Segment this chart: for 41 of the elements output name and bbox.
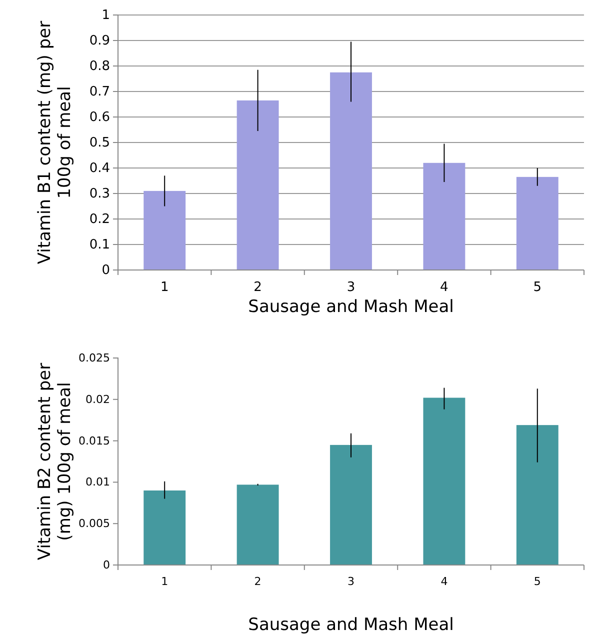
y-tick-label: 0.8: [89, 59, 110, 74]
x-tick-label: 5: [534, 574, 541, 588]
bar: [330, 444, 372, 565]
y-axis-title: Vitamin B2 content per (mg) 100g of meal: [34, 362, 76, 560]
bar: [516, 425, 558, 565]
y-tick-label: 0.025: [78, 352, 110, 365]
x-tick-label: 2: [254, 574, 262, 588]
x-tick-label: 1: [160, 280, 169, 296]
y-tick-label: 1: [102, 8, 110, 24]
bar: [423, 398, 466, 565]
x-axis-title: Sausage and Mash Meal: [248, 297, 454, 317]
bar: [516, 176, 558, 270]
y-tick-label: 0.005: [78, 517, 110, 530]
bar: [144, 190, 186, 270]
y-tick-label: 0: [102, 263, 110, 278]
y-tick-label: 0.7: [89, 84, 110, 100]
bar: [236, 484, 279, 565]
y-tick-label: 0.2: [89, 212, 110, 228]
bar: [144, 490, 186, 565]
y-tick-label: 0: [103, 558, 110, 572]
y-tick-label: 0.1: [89, 238, 110, 253]
x-tick-label: 4: [440, 280, 448, 296]
y-tick-label: 0.4: [89, 161, 110, 176]
y-axis-title: Vitamin B1 content (mg) per 100g of meal: [34, 20, 76, 264]
y-tick-label: 0.9: [89, 34, 110, 49]
y-tick-label: 0.5: [89, 136, 110, 151]
x-tick-label: 2: [254, 280, 262, 296]
y-tick-label: 0.02: [86, 392, 110, 406]
x-tick-label: 4: [440, 574, 448, 588]
bar: [423, 162, 466, 270]
bar: [236, 100, 279, 270]
bar: [330, 72, 372, 270]
x-tick-label: 3: [348, 574, 354, 588]
y-tick-label: 0.6: [89, 110, 110, 126]
x-tick-label: 5: [533, 280, 542, 296]
x-tick-label: 1: [161, 574, 168, 588]
y-tick-label: 0.3: [89, 186, 110, 202]
x-axis-title: Sausage and Mash Meal: [248, 615, 454, 635]
y-tick-label: 0.015: [78, 434, 110, 448]
y-tick-label: 0.01: [86, 476, 110, 489]
x-tick-label: 3: [346, 280, 356, 296]
